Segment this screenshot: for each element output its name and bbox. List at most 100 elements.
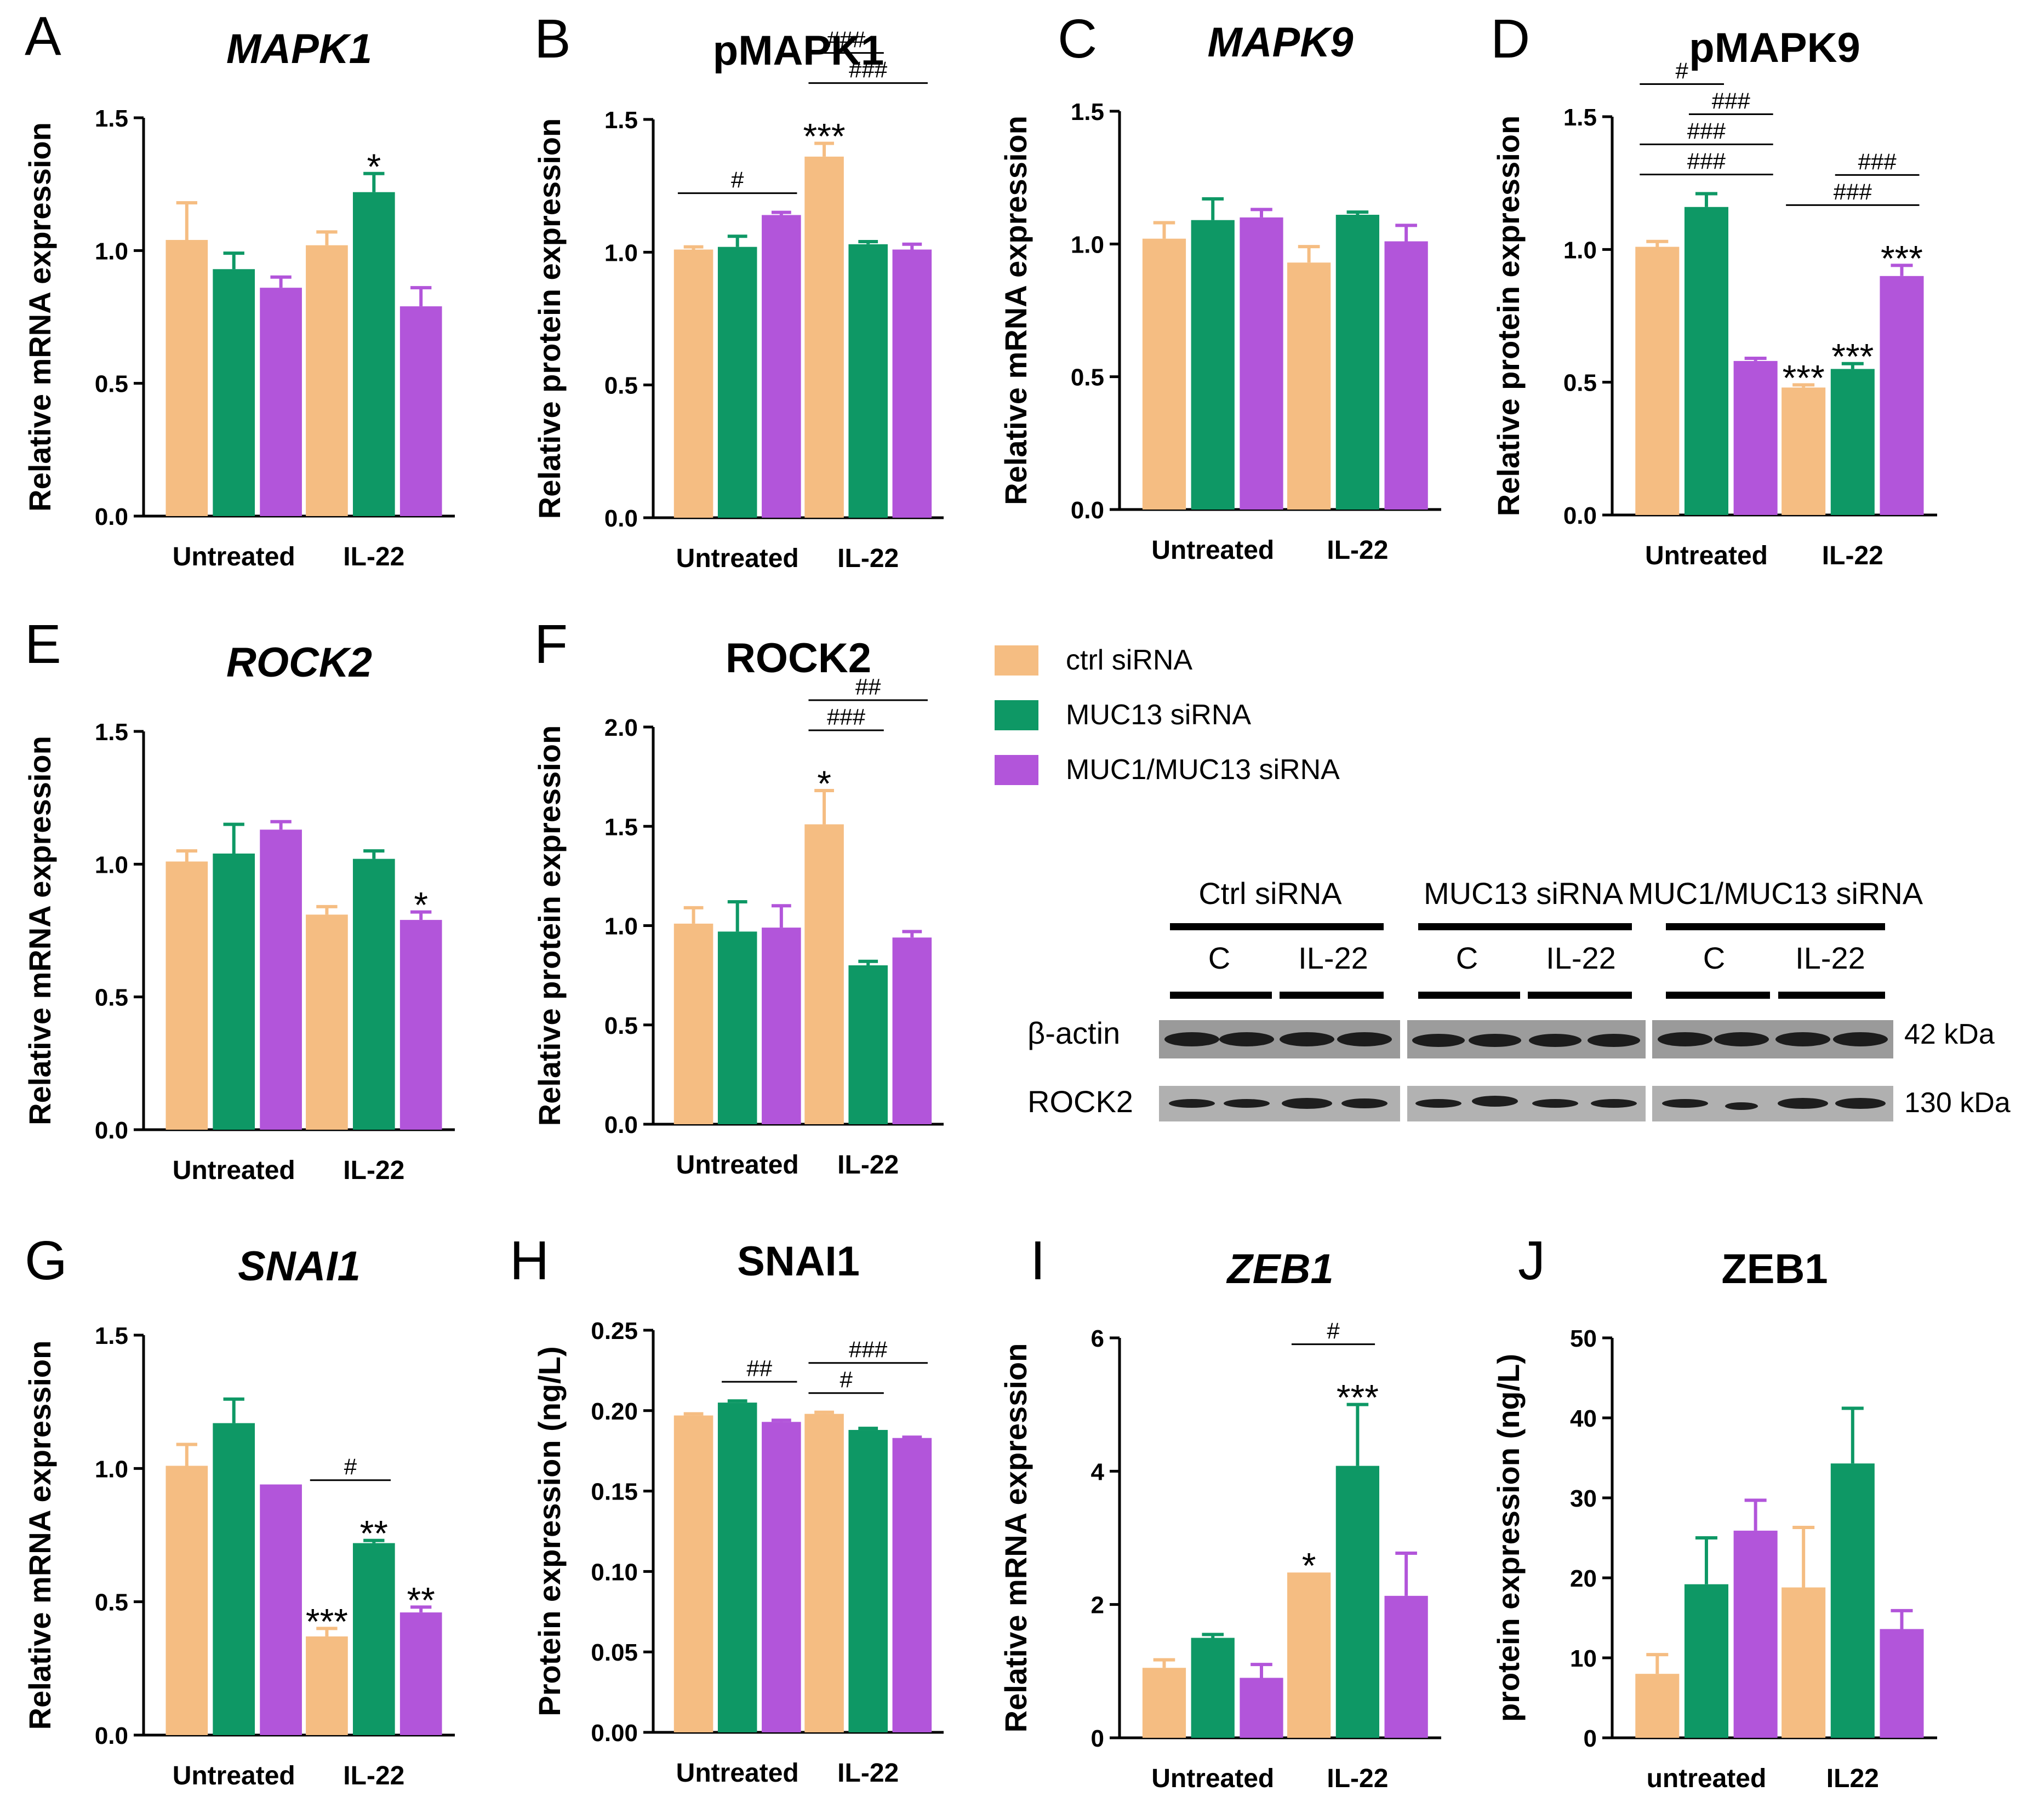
y-tick-label: 1.0 [95, 1456, 128, 1483]
chart-title: SNAI1 [238, 1243, 361, 1290]
y-tick-label: 1.0 [604, 239, 638, 266]
bar [717, 1403, 757, 1732]
bar [1733, 360, 1778, 515]
bar [804, 824, 844, 1124]
chart-panel-f: F ROCK2 Relative protein expression 0.0 0.5 1… [532, 614, 944, 1180]
significance-bracket-label: ## [855, 674, 881, 700]
chart-title: ZEB1 [1721, 1246, 1828, 1292]
legend-swatch-ctrl [995, 645, 1038, 676]
significance-bracket-label: ### [1712, 88, 1751, 114]
chart-title: ROCK2 [726, 635, 871, 682]
blot-band-rock2 [1591, 1099, 1637, 1108]
y-tick-label: 0 [1584, 1725, 1597, 1752]
blot-cond-label-c-2: C [1456, 941, 1478, 975]
y-tick-label: 1.5 [95, 105, 128, 132]
bar [352, 859, 395, 1130]
bar [892, 937, 932, 1124]
bar [804, 156, 844, 518]
bar [306, 1636, 348, 1735]
x-category-label: IL22 [1826, 1764, 1879, 1793]
bar [673, 249, 713, 518]
significance-marker: ** [360, 1513, 388, 1554]
y-tick-label: 1.5 [95, 719, 128, 746]
bar [352, 192, 395, 516]
bar [1782, 387, 1826, 515]
blot-band-actin [1658, 1032, 1712, 1046]
bar [892, 1438, 932, 1732]
significance-marker: ** [407, 1579, 435, 1620]
blot-cond-label-il22-2: IL-22 [1546, 941, 1616, 975]
x-category-label: IL-22 [837, 1151, 899, 1180]
blot-band-actin [1588, 1034, 1640, 1047]
bar [1635, 1674, 1680, 1738]
significance-bracket-label: ### [1834, 179, 1872, 204]
bar [260, 1484, 302, 1735]
bar [892, 249, 932, 518]
blot-band-rock2 [1415, 1099, 1461, 1108]
y-tick-label: 0.5 [95, 371, 128, 398]
blot-band-actin [1833, 1032, 1888, 1046]
x-category-label: IL-22 [1822, 541, 1883, 570]
blot-band-actin [1775, 1032, 1830, 1046]
significance-bracket-label: # [344, 1454, 357, 1480]
bar [399, 920, 442, 1130]
y-tick-label: 30 [1570, 1485, 1597, 1512]
bar [165, 239, 208, 516]
bar [1384, 1595, 1428, 1738]
x-category-label: IL-22 [837, 544, 899, 573]
chart-title: pMAPK1 [713, 27, 884, 74]
y-tick-label: 0.05 [591, 1639, 638, 1666]
panel-letter: J [1518, 1230, 1545, 1291]
bar [1287, 1572, 1331, 1738]
significance-bracket-label: ### [1687, 148, 1726, 174]
y-axis-label: Relative mRNA expression [998, 1343, 1033, 1733]
chart-panel-i: I ZEB1 Relative mRNA expression 0 2 4 6 Untreat… [998, 1230, 1441, 1793]
y-tick-label: 1.5 [604, 107, 638, 134]
blot-row-size-actin: 42 kDa [1904, 1018, 1995, 1050]
bar [306, 245, 348, 516]
legend: ctrl siRNA MUC13 siRNA MUC1/MUC13 siRNA [995, 644, 1340, 786]
y-tick-label: 10 [1570, 1645, 1597, 1672]
legend-swatch-muc13 [995, 700, 1038, 730]
legend-label-muc13: MUC13 siRNA [1066, 699, 1251, 731]
blot-cond-bar-il22-1 [1280, 992, 1384, 999]
legend-swatch-muc1muc13 [995, 755, 1038, 785]
y-tick-label: 0.5 [1563, 370, 1597, 397]
significance-bracket-label: ### [849, 1337, 888, 1363]
bar [848, 1430, 888, 1732]
y-axis-label: Relative mRNA expression [22, 736, 57, 1125]
bar [1880, 276, 1924, 515]
blot-band-actin [1469, 1034, 1521, 1047]
significance-bracket-label: ### [827, 27, 866, 53]
bar [1830, 369, 1875, 515]
x-category-label: Untreated [173, 1156, 295, 1185]
blot-cond-bar-il22-2 [1528, 992, 1632, 999]
x-category-label: Untreated [173, 1761, 295, 1790]
western-blot: Ctrl siRNA MUC13 siRNA MUC1/MUC13 siRNA … [1027, 876, 2011, 1121]
blot-band-actin [1337, 1032, 1392, 1046]
y-tick-label: 0.0 [604, 1112, 638, 1138]
y-tick-label: 0.15 [591, 1479, 638, 1506]
blot-band-actin [1280, 1032, 1334, 1046]
significance-bracket-label: # [840, 1367, 853, 1393]
bar [848, 965, 888, 1124]
x-category-label: Untreated [1645, 541, 1768, 570]
y-tick-label: 0.0 [1563, 502, 1597, 529]
significance-marker: *** [1881, 238, 1923, 278]
y-tick-label: 2 [1091, 1592, 1104, 1619]
bar [1635, 247, 1680, 515]
significance-bracket-label: ### [1858, 148, 1897, 174]
blot-cond-bar-c-3 [1666, 992, 1770, 999]
significance-marker: *** [1831, 336, 1874, 377]
panel-letter: B [534, 8, 571, 70]
y-tick-label: 6 [1091, 1325, 1104, 1352]
blot-group-bar-muc13 [1418, 923, 1632, 930]
panel-letter: I [1030, 1230, 1046, 1291]
y-tick-label: 1.5 [1071, 99, 1104, 125]
chart-title: MAPK9 [1207, 19, 1353, 66]
blot-band-rock2 [1725, 1102, 1758, 1110]
bar [1240, 1678, 1283, 1738]
blot-band-rock2 [1224, 1099, 1270, 1108]
